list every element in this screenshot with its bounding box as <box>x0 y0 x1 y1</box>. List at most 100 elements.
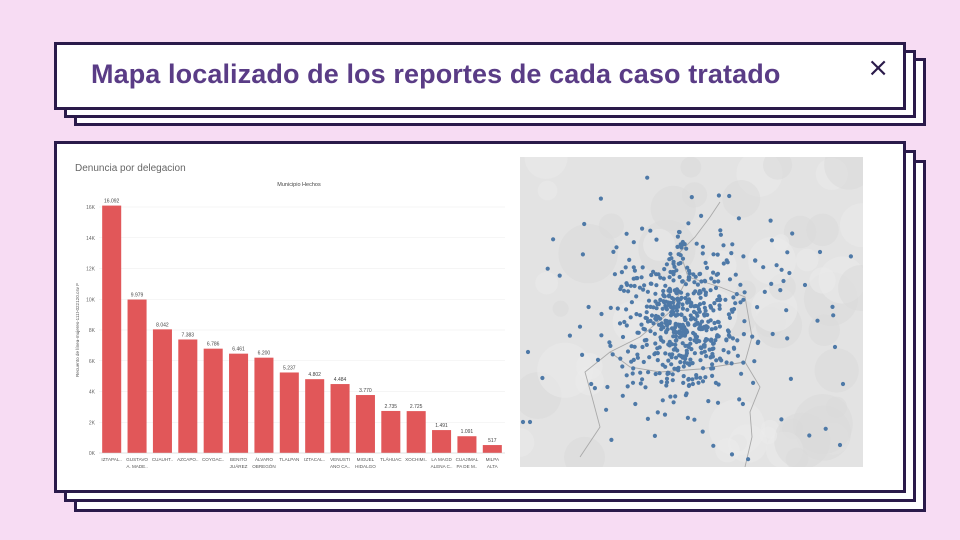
map-point <box>724 360 729 365</box>
terrain-patch <box>680 157 702 178</box>
map-point <box>618 356 623 361</box>
bar <box>279 372 299 453</box>
bar <box>203 348 223 453</box>
map-point <box>700 429 705 434</box>
map-point <box>631 357 636 362</box>
map-point <box>647 355 652 360</box>
map-point <box>671 297 676 302</box>
map-point <box>653 291 658 296</box>
map-point <box>674 268 679 273</box>
map-point <box>715 400 721 405</box>
map-point <box>688 304 693 309</box>
map-point <box>676 261 681 266</box>
map-point <box>698 375 703 380</box>
map-canvas[interactable] <box>520 157 863 467</box>
x-tick-label: COYOAC.. <box>202 457 224 462</box>
chart-title: Municipio Hechos <box>277 182 321 188</box>
map-point <box>639 275 644 280</box>
bar <box>254 357 274 453</box>
map-point <box>779 267 784 272</box>
map-point <box>666 300 671 305</box>
map-point <box>611 249 616 254</box>
map-point <box>715 252 720 257</box>
data-label: 2.725 <box>410 404 423 410</box>
map-point <box>761 265 766 270</box>
map-point <box>724 337 729 342</box>
x-tick-label: MIGUEL <box>357 457 375 462</box>
map-point <box>679 312 684 317</box>
close-icon[interactable]: × <box>867 53 889 83</box>
map-point <box>781 278 786 284</box>
map-point <box>638 313 643 318</box>
map-point <box>648 318 653 323</box>
map-point <box>620 393 625 398</box>
map-point <box>730 242 735 247</box>
map-point <box>692 351 697 356</box>
x-tick-label: HIDALGO <box>355 464 376 469</box>
map-point <box>685 321 690 326</box>
map-point <box>717 324 722 329</box>
map-point <box>731 295 736 300</box>
bar <box>330 384 350 453</box>
map-point <box>653 341 658 346</box>
map-point <box>680 306 685 311</box>
map-point <box>703 338 708 344</box>
map-point <box>669 342 675 347</box>
map-point <box>631 265 636 270</box>
map-point <box>688 337 693 342</box>
map-point <box>644 310 649 315</box>
x-tick-label: TLALPAN <box>279 457 299 462</box>
map-point <box>699 350 704 355</box>
map-point <box>630 371 635 376</box>
map-point <box>686 221 691 226</box>
bar <box>457 436 477 453</box>
map-point <box>664 383 669 388</box>
map-point <box>706 399 711 404</box>
map-point <box>730 336 735 341</box>
map-point <box>634 294 639 299</box>
map-point <box>608 305 613 310</box>
map-point <box>736 216 741 221</box>
map-point <box>653 299 658 304</box>
map-point <box>726 350 731 355</box>
x-tick-label: IZTAPAL.. <box>101 457 122 462</box>
map-point <box>667 319 672 324</box>
map-point <box>683 317 688 323</box>
data-label: 517 <box>488 438 497 444</box>
x-tick-label: ANO CA.. <box>330 464 350 469</box>
terrain-patch <box>520 428 535 457</box>
map-point <box>604 407 609 412</box>
map-point <box>651 305 656 310</box>
map-point <box>653 313 659 319</box>
map-point <box>699 213 704 218</box>
map-point <box>669 326 675 331</box>
map-point <box>708 288 713 293</box>
map-point <box>628 315 633 320</box>
map-point <box>635 352 640 357</box>
map-point <box>751 380 756 385</box>
map-point <box>710 346 715 352</box>
map-point <box>701 287 706 292</box>
y-tick-label: 2K <box>89 420 96 426</box>
map-point <box>738 282 743 287</box>
map-point <box>687 268 692 273</box>
x-tick-label: IZTACAL.. <box>304 457 325 462</box>
map-point <box>681 364 686 369</box>
data-label: 5.237 <box>283 365 296 371</box>
map-point <box>725 328 731 333</box>
map-point <box>688 357 693 362</box>
map-panel[interactable] <box>520 157 863 467</box>
map-point <box>672 328 677 334</box>
map-point <box>711 270 716 275</box>
map-point <box>649 272 654 278</box>
map-point <box>784 308 789 313</box>
map-point <box>624 307 629 312</box>
map-point <box>677 331 682 336</box>
map-point <box>666 294 672 299</box>
map-point <box>680 256 686 261</box>
data-label: 6.786 <box>207 342 220 348</box>
map-point <box>762 289 767 294</box>
map-point <box>717 306 722 311</box>
map-point <box>624 231 629 236</box>
map-point <box>648 281 653 286</box>
